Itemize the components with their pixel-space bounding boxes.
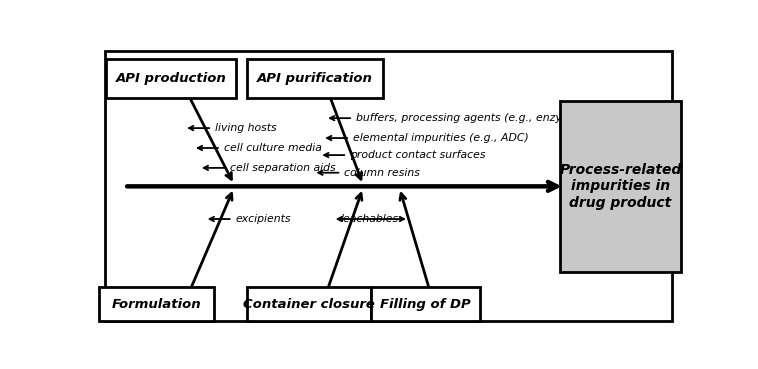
Text: cell culture media: cell culture media xyxy=(224,143,322,153)
Text: column resins: column resins xyxy=(344,168,420,178)
FancyBboxPatch shape xyxy=(371,287,480,321)
Text: leachables: leachables xyxy=(340,214,399,224)
FancyBboxPatch shape xyxy=(560,101,681,272)
Text: cell separation aids: cell separation aids xyxy=(230,163,336,173)
Text: Container closure: Container closure xyxy=(243,298,375,311)
Text: buffers, processing agents (e.g., enzymes): buffers, processing agents (e.g., enzyme… xyxy=(356,113,589,123)
FancyBboxPatch shape xyxy=(247,287,371,321)
FancyBboxPatch shape xyxy=(106,59,236,97)
Text: API production: API production xyxy=(116,72,227,85)
Text: API purification: API purification xyxy=(257,72,373,85)
Text: product contact surfaces: product contact surfaces xyxy=(350,150,486,160)
Text: Formulation: Formulation xyxy=(111,298,201,311)
Text: living hosts: living hosts xyxy=(215,123,277,133)
Text: Filling of DP: Filling of DP xyxy=(380,298,471,311)
Text: elemental impurities (e.g., ADC): elemental impurities (e.g., ADC) xyxy=(353,133,529,143)
FancyBboxPatch shape xyxy=(99,287,214,321)
Text: Process-related
impurities in
drug product: Process-related impurities in drug produ… xyxy=(559,163,681,210)
FancyBboxPatch shape xyxy=(105,51,672,321)
FancyBboxPatch shape xyxy=(247,59,383,97)
Text: excipients: excipients xyxy=(236,214,291,224)
